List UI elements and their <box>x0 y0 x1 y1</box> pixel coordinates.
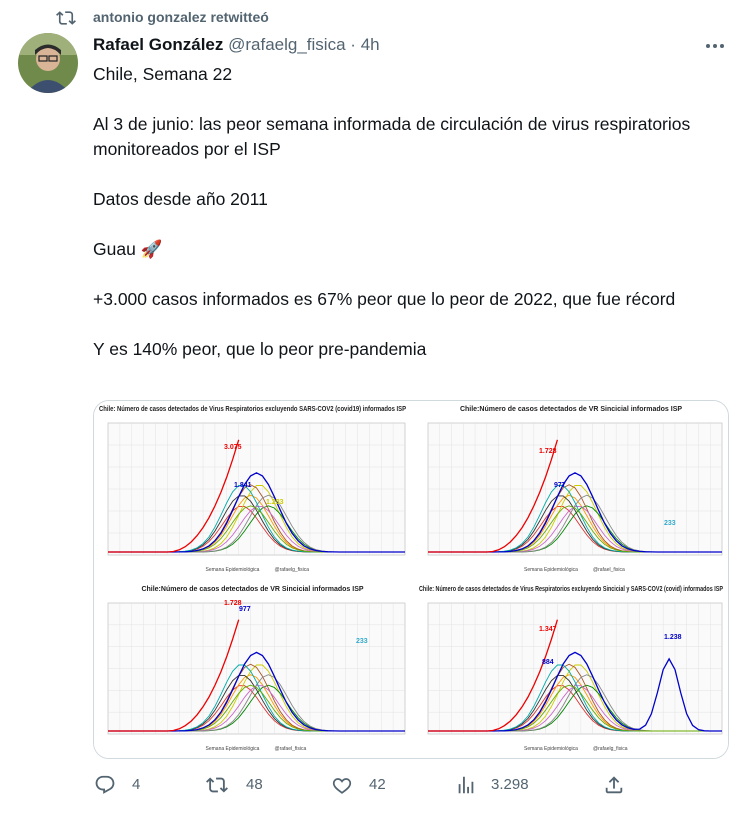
image-credit: @rafaelg_fisica <box>593 746 628 752</box>
paragraph: Datos desde año 2011 <box>93 189 268 209</box>
image-credit: @rafael_fisica <box>593 567 625 573</box>
separator: · <box>350 35 356 54</box>
x-axis-label: Semana Epidemiológica <box>206 746 260 752</box>
tweet-time[interactable]: 4h <box>360 35 380 54</box>
decorative-curve <box>428 619 559 732</box>
paragraph: Guau 🚀 <box>93 239 163 259</box>
x-axis-label: Semana Epidemiológica <box>524 567 578 573</box>
chart-annotation: 977 <box>239 606 251 613</box>
chart-annotation: 1.238 <box>664 634 682 641</box>
paragraph: Al 3 de junio: las peor semana informada… <box>93 114 691 159</box>
paragraph: Y es 140% peor, que lo peor pre-pandemia <box>93 339 427 359</box>
views-icon[interactable] <box>455 774 477 796</box>
reply-count: 4 <box>132 776 141 793</box>
author-name[interactable]: Rafael González <box>93 35 224 54</box>
image-credit: @rafael_fisica <box>275 746 307 752</box>
chart-image: Chile: Número de casos detectados de Vir… <box>414 581 728 758</box>
retweet-button[interactable] <box>206 774 228 796</box>
retweet-icon <box>56 11 76 25</box>
chart-image: Chile: Número de casos detectados de Vir… <box>94 401 411 579</box>
chart-annotation: 884 <box>542 659 554 666</box>
share-button[interactable] <box>603 774 625 796</box>
author-handle[interactable]: @rafaelg_fisica <box>228 35 346 54</box>
tweet-media[interactable]: Chile: Número de casos detectados de Vir… <box>93 400 729 759</box>
more-button[interactable] <box>704 38 726 54</box>
retweet-label: antonio gonzalez retwitteó <box>93 9 269 25</box>
chart-annotation: 1.347 <box>539 626 557 633</box>
chart-annotation: 233 <box>356 638 368 645</box>
chart-title: Chile: Número de casos detectados de Vir… <box>99 406 406 413</box>
chart-annotation: 1.841 <box>234 482 252 489</box>
avatar-image <box>18 33 78 93</box>
like-button[interactable] <box>331 774 353 796</box>
reply-icon[interactable] <box>94 774 116 796</box>
chart-annotation: 1.728 <box>539 448 557 455</box>
tweet-text: Chile, Semana 22 Al 3 de junio: las peor … <box>93 62 693 387</box>
chart-annotation: 3.075 <box>224 444 242 451</box>
x-axis-label: Semana Epidemiológica <box>524 746 578 752</box>
chart-title: Chile:Número de casos detectados de VR S… <box>141 586 363 593</box>
x-axis-label: Semana Epidemiológica <box>206 567 260 573</box>
avatar[interactable] <box>18 33 78 93</box>
decorative-curve <box>108 619 240 732</box>
image-credit: @rafaelg_fisica <box>275 567 310 573</box>
chart-title: Chile:Número de casos detectados de VR S… <box>460 406 682 413</box>
chart-annotation: 233 <box>664 520 676 527</box>
tweet-header: Rafael González @rafaelg_fisica · 4h <box>93 35 380 55</box>
chart-annotation: 1.283 <box>266 499 284 506</box>
decorative-curve <box>108 439 240 553</box>
chart-title: Chile: Número de casos detectados de Vir… <box>419 586 723 593</box>
decorative-curve <box>428 439 559 553</box>
paragraph: +3.000 casos informados es 67% peor que … <box>93 289 676 309</box>
view-count: 3.298 <box>491 776 529 793</box>
chart-image: Chile:Número de casos detectados de VR S… <box>94 581 411 758</box>
like-count: 42 <box>369 776 386 793</box>
chart-annotation: 977 <box>554 482 566 489</box>
chart-annotation: 1.728 <box>224 600 242 607</box>
chart-image: Chile:Número de casos detectados de VR S… <box>414 401 728 579</box>
paragraph: Chile, Semana 22 <box>93 64 233 84</box>
retweet-count: 48 <box>246 776 263 793</box>
